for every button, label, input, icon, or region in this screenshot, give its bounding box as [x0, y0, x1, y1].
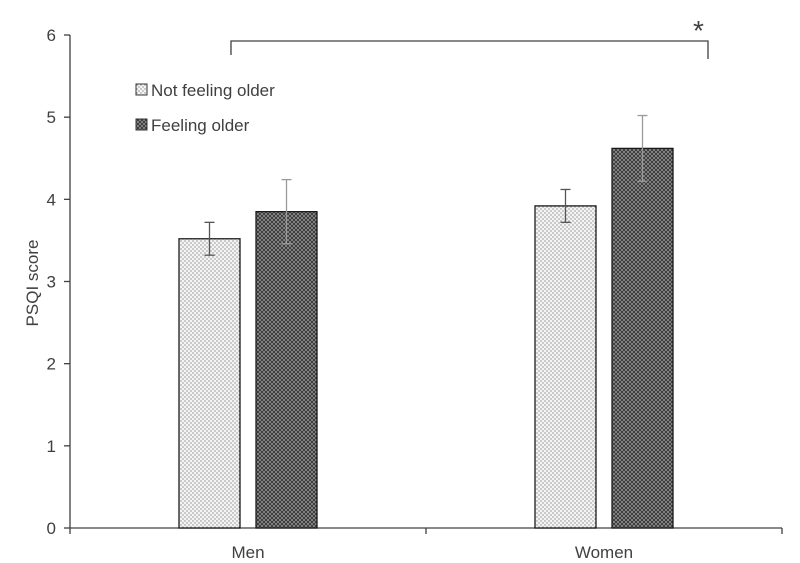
bars: [178, 147, 674, 529]
legend-label-feeling-older: Feeling older: [151, 116, 250, 135]
significance-star: *: [693, 15, 704, 46]
bar-men-feeling-older: [255, 211, 318, 529]
x-axis: Men Women: [69, 527, 783, 562]
y-tick-label: 3: [47, 273, 56, 292]
y-tick-label: 5: [47, 108, 56, 127]
legend-swatch-not-feeling-older: [135, 83, 148, 96]
y-tick-label: 6: [47, 26, 56, 45]
x-tick-label-men: Men: [231, 543, 264, 562]
x-tick-label-women: Women: [575, 543, 633, 562]
bar-women-not-feeling-older: [534, 205, 597, 529]
bar-men-not-feeling-older: [178, 238, 241, 529]
legend-label-not-feeling-older: Not feeling older: [151, 81, 275, 100]
y-tick-label: 2: [47, 355, 56, 374]
y-tick-label: 1: [47, 437, 56, 456]
y-tick-label: 4: [47, 190, 56, 209]
y-axis-label: PSQI score: [23, 240, 42, 327]
y-axis: 0 1 2 3 4 5 6: [47, 26, 71, 538]
error-bars: [204, 114, 648, 256]
legend: Not feeling older Feeling older: [135, 81, 275, 135]
legend-swatch-feeling-older: [135, 118, 148, 131]
significance-bracket-line: [230, 40, 709, 59]
significance-bracket: *: [230, 15, 709, 59]
y-tick-label: 0: [47, 519, 56, 538]
bar-women-feeling-older: [611, 147, 674, 529]
